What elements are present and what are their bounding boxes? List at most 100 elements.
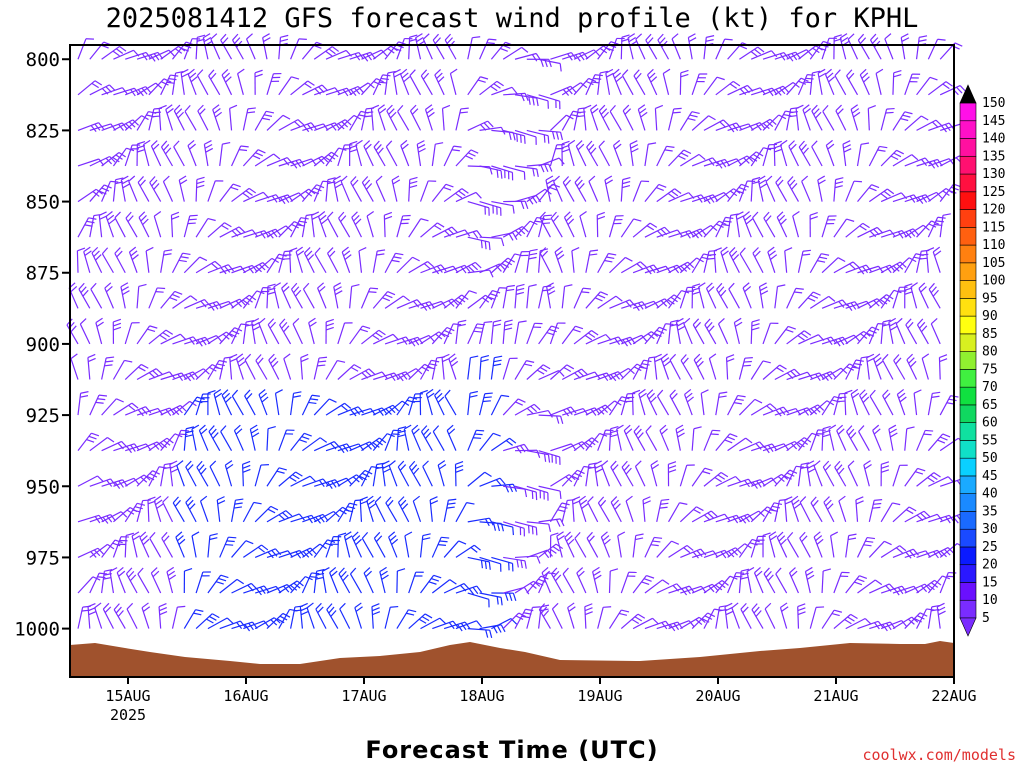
wind-barb-shaft	[196, 466, 209, 487]
wind-barb-flag	[448, 353, 456, 360]
wind-barb-flag	[500, 47, 508, 52]
wind-barb-flag	[326, 603, 333, 611]
wind-barb-shaft	[739, 510, 759, 523]
wind-barb-shaft	[136, 111, 149, 131]
colorbar-tick-label: 25	[982, 540, 998, 555]
wind-barb-flag	[752, 247, 759, 254]
wind-barb-flag	[308, 317, 316, 324]
wind-barb-flag	[635, 33, 643, 40]
wind-barb-flag	[848, 533, 857, 537]
wind-barb-shaft	[289, 250, 292, 273]
wind-barb-shaft	[171, 252, 184, 274]
wind-barb-flag	[147, 328, 156, 332]
wind-barb-flag	[515, 291, 525, 295]
wind-barb-flag	[379, 108, 387, 114]
wind-barb-flag	[597, 496, 605, 504]
wind-barb-flag	[899, 545, 907, 552]
wind-barb-shaft	[579, 215, 587, 238]
wind-barb-flag	[225, 396, 232, 403]
wind-barb-flag	[395, 252, 404, 256]
wind-barb-flag	[317, 282, 325, 289]
wind-barb-flag	[813, 460, 821, 467]
wind-barb-flag	[520, 560, 523, 569]
wind-barb-flag	[408, 609, 417, 613]
wind-barb-shaft	[290, 433, 305, 452]
wind-barb-flag	[91, 82, 99, 89]
wind-barb-flag	[837, 400, 846, 403]
wind-barb-flag	[589, 253, 598, 256]
wind-barb-shaft	[799, 537, 811, 558]
wind-barb-flag	[547, 290, 556, 296]
wind-barb-shaft	[431, 183, 447, 202]
wind-barb-shaft	[847, 466, 859, 487]
wind-barb-flag	[495, 479, 502, 487]
wind-barb-flag	[496, 625, 502, 633]
wind-barb-flag	[581, 441, 589, 448]
wind-barb-flag	[702, 470, 711, 475]
chart-title: 2025081412 GFS forecast wind profile (kt…	[106, 3, 919, 34]
wind-barb-flag	[449, 357, 457, 363]
wind-barb-flag	[707, 286, 715, 293]
wind-barb-flag	[763, 211, 770, 219]
wind-barb-flag	[321, 155, 329, 163]
wind-barb-shaft	[375, 181, 386, 202]
wind-barb-flag	[751, 323, 760, 327]
wind-barb-shaft	[126, 608, 138, 629]
wind-barb-flag	[548, 163, 553, 172]
wind-barb-flag	[328, 250, 336, 258]
wind-barb-flag	[375, 175, 383, 182]
wind-barb-flag	[330, 610, 337, 617]
wind-barb-shaft	[207, 535, 211, 558]
wind-barb-flag	[594, 407, 601, 415]
wind-barb-flag	[139, 531, 147, 538]
wind-barb-flag	[282, 114, 291, 120]
wind-barb-flag	[920, 286, 927, 293]
wind-barb-flag	[564, 531, 572, 538]
wind-barb-shaft	[913, 393, 918, 416]
wind-barb-flag	[174, 290, 183, 295]
wind-barb-shaft	[811, 146, 823, 167]
wind-barb-flag	[136, 502, 146, 506]
wind-barb-shaft	[795, 108, 800, 131]
wind-barb-flag	[572, 328, 581, 333]
wind-barb-flag	[114, 247, 121, 254]
wind-barb-flag	[817, 260, 826, 263]
wind-barb-shaft	[514, 286, 518, 309]
wind-barb-shaft	[738, 358, 746, 380]
wind-barb-flag	[109, 84, 116, 91]
wind-barb-flag	[555, 131, 560, 140]
wind-barb-flag	[311, 211, 320, 216]
wind-barb-flag	[422, 72, 430, 80]
wind-barb-flag	[904, 291, 913, 295]
wind-barb-flag	[149, 325, 158, 329]
wind-barb-flag	[828, 424, 837, 430]
wind-barb-flag	[173, 104, 181, 112]
wind-barb-shaft	[349, 407, 371, 416]
wind-barb-flag	[865, 540, 874, 543]
colorbar-segment	[959, 209, 977, 228]
wind-barb-flag	[520, 201, 525, 210]
wind-barb-flag	[355, 139, 363, 146]
wind-barb-flag	[279, 615, 288, 621]
wind-barb-flag	[330, 123, 337, 131]
wind-barb-flag	[470, 355, 479, 359]
wind-barb-flag	[852, 261, 860, 268]
wind-barb-flag	[617, 371, 624, 379]
wind-barb-flag	[768, 250, 776, 257]
wind-barb-flag	[518, 228, 526, 235]
wind-barb-shaft	[306, 607, 315, 629]
wind-barb-flag	[160, 442, 168, 449]
wind-barb-flag	[516, 559, 519, 568]
wind-barb-shaft	[552, 181, 563, 202]
wind-barb-flag	[225, 543, 234, 546]
wind-barb-shaft	[374, 501, 386, 523]
wind-barb-flag	[467, 152, 476, 157]
wind-barb-flag	[286, 157, 293, 165]
wind-barb-flag	[95, 254, 102, 261]
wind-barb-shaft	[809, 607, 817, 629]
wind-barb-shaft	[479, 38, 489, 60]
wind-barb-flag	[626, 338, 632, 346]
wind-barb-flag	[126, 509, 135, 515]
wind-barb-flag	[437, 396, 445, 403]
wind-barb-flag	[115, 48, 124, 54]
